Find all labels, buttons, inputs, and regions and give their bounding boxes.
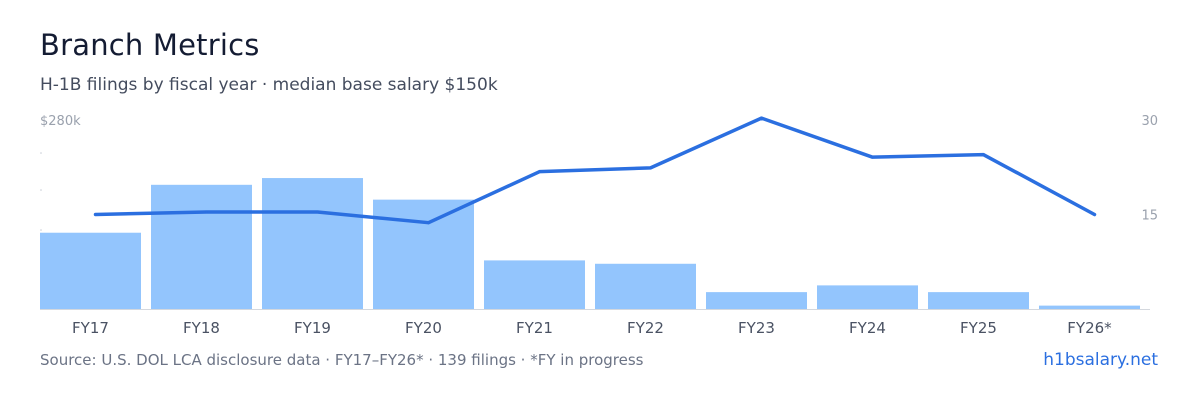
x-tick-label: FY18 — [183, 319, 220, 337]
footer-brand-link[interactable]: h1bsalary.net — [1043, 350, 1158, 370]
right-axis-tick-label: 15 — [1141, 209, 1158, 224]
line-point-fy26star[interactable] — [1093, 213, 1096, 216]
bar-fy20[interactable] — [373, 200, 474, 309]
line-point-fy23[interactable] — [760, 117, 763, 120]
line-point-fy25[interactable] — [982, 153, 985, 156]
x-axis-labels: FY17 FY18 FY19 FY20 FY21 FY22 FY23 FY24 FY25 FY26… — [72, 319, 1112, 337]
left-axis-dot — [40, 189, 42, 191]
x-tick-label: FY26* — [1067, 319, 1112, 337]
bar-fy25[interactable] — [928, 292, 1029, 309]
footer-source: Source: U.S. DOL LCA disclosure data · F… — [40, 351, 643, 369]
bar-fy21[interactable] — [484, 260, 585, 309]
x-tick-label: FY23 — [738, 319, 775, 337]
line-point-fy22[interactable] — [649, 166, 652, 169]
line-point-fy18[interactable] — [205, 210, 208, 213]
x-tick-label: FY24 — [849, 319, 886, 337]
bar-fy26star[interactable] — [1039, 306, 1140, 309]
x-tick-label: FY21 — [516, 319, 553, 337]
bar-fy22[interactable] — [595, 264, 696, 309]
bar-fy17[interactable] — [40, 233, 141, 309]
right-axis-ticks: 30 15 — [1141, 114, 1158, 224]
left-axis-top-label: $280k — [40, 114, 81, 129]
x-tick-label: FY20 — [405, 319, 442, 337]
x-tick-label: FY22 — [627, 319, 664, 337]
line-point-fy19[interactable] — [316, 210, 319, 213]
line-point-fy21[interactable] — [538, 170, 541, 173]
x-tick-label: FY19 — [294, 319, 331, 337]
bar-series — [40, 178, 1140, 309]
right-axis-tick-label: 30 — [1141, 114, 1158, 129]
left-axis-dots — [40, 152, 42, 231]
x-tick-label: FY25 — [960, 319, 997, 337]
bar-fy24[interactable] — [817, 285, 918, 309]
line-point-fy17[interactable] — [94, 213, 97, 216]
bar-fy19[interactable] — [262, 178, 363, 309]
left-axis-dot — [40, 152, 42, 154]
left-axis-dot — [40, 229, 42, 231]
bar-fy23[interactable] — [706, 292, 807, 309]
line-point-fy24[interactable] — [871, 156, 874, 159]
bar-fy18[interactable] — [151, 185, 252, 309]
line-point-fy20[interactable] — [427, 221, 430, 224]
x-tick-label: FY17 — [72, 319, 109, 337]
